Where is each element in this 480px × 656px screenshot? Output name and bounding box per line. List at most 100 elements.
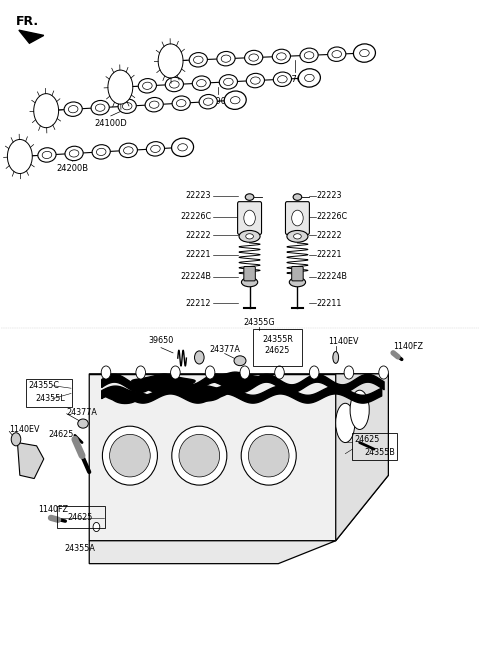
Ellipse shape: [332, 51, 342, 58]
Ellipse shape: [300, 71, 319, 85]
Text: 24355G: 24355G: [243, 318, 275, 327]
Text: 24377A: 24377A: [209, 344, 240, 354]
Ellipse shape: [333, 352, 338, 363]
Ellipse shape: [65, 146, 83, 161]
Polygon shape: [132, 374, 195, 393]
Polygon shape: [17, 443, 44, 479]
Ellipse shape: [336, 403, 355, 443]
Ellipse shape: [149, 101, 159, 108]
Text: 24355R: 24355R: [262, 335, 293, 344]
Ellipse shape: [189, 52, 207, 67]
Ellipse shape: [287, 230, 308, 242]
Ellipse shape: [234, 356, 246, 365]
Ellipse shape: [68, 106, 78, 113]
Ellipse shape: [300, 48, 318, 62]
Text: 22226C: 22226C: [180, 213, 211, 221]
Ellipse shape: [192, 76, 210, 91]
Circle shape: [7, 140, 32, 173]
Ellipse shape: [92, 145, 110, 159]
Ellipse shape: [122, 102, 132, 110]
Ellipse shape: [173, 140, 192, 155]
Ellipse shape: [248, 434, 289, 477]
Polygon shape: [89, 374, 388, 541]
Ellipse shape: [241, 426, 296, 485]
Text: 24900: 24900: [205, 97, 231, 106]
Ellipse shape: [138, 79, 156, 93]
Ellipse shape: [78, 419, 88, 428]
Circle shape: [205, 366, 215, 379]
Ellipse shape: [217, 51, 235, 66]
Ellipse shape: [246, 73, 264, 88]
Ellipse shape: [219, 75, 238, 89]
Ellipse shape: [166, 57, 175, 64]
Text: 22224B: 22224B: [317, 272, 348, 281]
Ellipse shape: [224, 78, 233, 85]
Text: 24355L: 24355L: [35, 394, 65, 403]
Ellipse shape: [245, 194, 254, 200]
Ellipse shape: [37, 104, 55, 118]
Ellipse shape: [118, 99, 136, 113]
Ellipse shape: [272, 49, 290, 64]
Ellipse shape: [230, 96, 240, 104]
Ellipse shape: [119, 143, 137, 157]
Polygon shape: [183, 386, 230, 401]
Ellipse shape: [91, 100, 109, 115]
Text: 24100D: 24100D: [95, 119, 127, 127]
Text: 24625: 24625: [67, 514, 92, 522]
FancyBboxPatch shape: [292, 266, 303, 281]
Ellipse shape: [35, 102, 57, 120]
Polygon shape: [336, 374, 388, 541]
Text: FR.: FR.: [16, 15, 39, 28]
Ellipse shape: [224, 91, 246, 110]
Ellipse shape: [246, 234, 253, 239]
Text: 24700: 24700: [282, 75, 308, 84]
Ellipse shape: [111, 80, 130, 94]
Ellipse shape: [109, 78, 132, 96]
FancyBboxPatch shape: [238, 201, 262, 234]
Ellipse shape: [171, 138, 193, 157]
Circle shape: [11, 433, 21, 446]
FancyBboxPatch shape: [244, 266, 255, 281]
Circle shape: [244, 210, 255, 226]
Circle shape: [101, 366, 111, 379]
Circle shape: [136, 366, 145, 379]
Ellipse shape: [299, 69, 321, 87]
Text: 1140EV: 1140EV: [9, 425, 40, 434]
Ellipse shape: [146, 142, 165, 156]
Ellipse shape: [179, 434, 220, 477]
Ellipse shape: [355, 46, 373, 60]
Circle shape: [93, 522, 100, 531]
Ellipse shape: [241, 277, 258, 287]
FancyBboxPatch shape: [286, 201, 310, 234]
Ellipse shape: [172, 426, 227, 485]
Text: 22223: 22223: [186, 192, 211, 200]
Ellipse shape: [197, 79, 206, 87]
Circle shape: [194, 351, 204, 364]
Ellipse shape: [304, 52, 314, 59]
Ellipse shape: [151, 145, 160, 152]
Ellipse shape: [102, 426, 157, 485]
Text: 39650: 39650: [148, 336, 174, 345]
Ellipse shape: [289, 277, 306, 287]
Text: 22223: 22223: [317, 192, 342, 200]
Text: 22222: 22222: [317, 230, 342, 239]
Ellipse shape: [178, 144, 187, 151]
Circle shape: [310, 366, 319, 379]
Ellipse shape: [273, 72, 291, 87]
Text: 24355C: 24355C: [28, 381, 60, 390]
Ellipse shape: [159, 52, 181, 70]
Ellipse shape: [116, 83, 125, 91]
Text: 22224B: 22224B: [180, 272, 211, 281]
Ellipse shape: [245, 51, 263, 65]
Text: 1140FZ: 1140FZ: [393, 342, 423, 351]
Ellipse shape: [38, 148, 56, 162]
Ellipse shape: [305, 74, 314, 81]
Circle shape: [379, 366, 388, 379]
Ellipse shape: [199, 94, 217, 109]
Ellipse shape: [69, 150, 79, 157]
Ellipse shape: [249, 54, 258, 61]
Ellipse shape: [96, 104, 105, 112]
Ellipse shape: [15, 153, 24, 160]
Ellipse shape: [96, 148, 106, 155]
Ellipse shape: [165, 77, 183, 92]
